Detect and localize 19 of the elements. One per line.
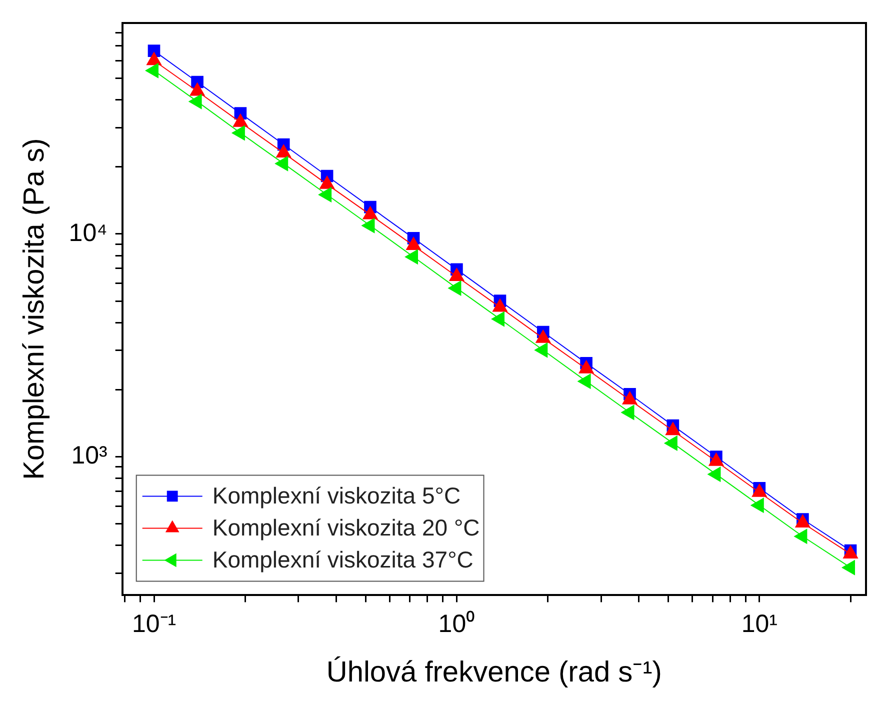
point bbox=[534, 342, 548, 358]
x-tick-label: 10⁻¹ bbox=[132, 610, 176, 638]
legend-label: Komplexní viskozita 20 °C bbox=[212, 514, 480, 541]
point bbox=[188, 94, 202, 109]
y-tick-label: 10³ bbox=[71, 442, 108, 470]
y-axis-title: Komplexní viskozita (Pa s) bbox=[18, 138, 50, 480]
y-tick-label: 10⁴ bbox=[68, 218, 108, 247]
point bbox=[146, 63, 159, 78]
point bbox=[362, 218, 375, 234]
point bbox=[275, 156, 288, 171]
point bbox=[405, 249, 418, 264]
legend-label: Komplexní viskozita 5°C bbox=[212, 482, 461, 509]
x-tick-label: 10¹ bbox=[741, 610, 778, 638]
point bbox=[232, 126, 245, 140]
point bbox=[318, 187, 332, 202]
x-tick-label: 10⁰ bbox=[438, 610, 476, 638]
legend-label: Komplexní viskozita 37°C bbox=[212, 546, 474, 573]
x-axis-title: Úhlová frekvence (rad s⁻¹) bbox=[326, 656, 662, 689]
point bbox=[448, 280, 462, 296]
